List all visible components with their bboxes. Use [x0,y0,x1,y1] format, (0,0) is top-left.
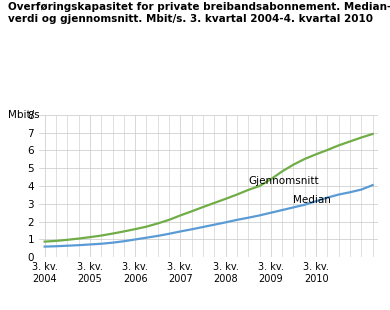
Text: Gjennomsnitt: Gjennomsnitt [248,176,319,186]
Text: Median: Median [294,195,332,205]
Text: Overføringskapasitet for private breibandsabonnement. Median-
verdi og gjennomsn: Overføringskapasitet for private breiban… [8,2,390,24]
Text: Mbit/s: Mbit/s [8,110,39,120]
